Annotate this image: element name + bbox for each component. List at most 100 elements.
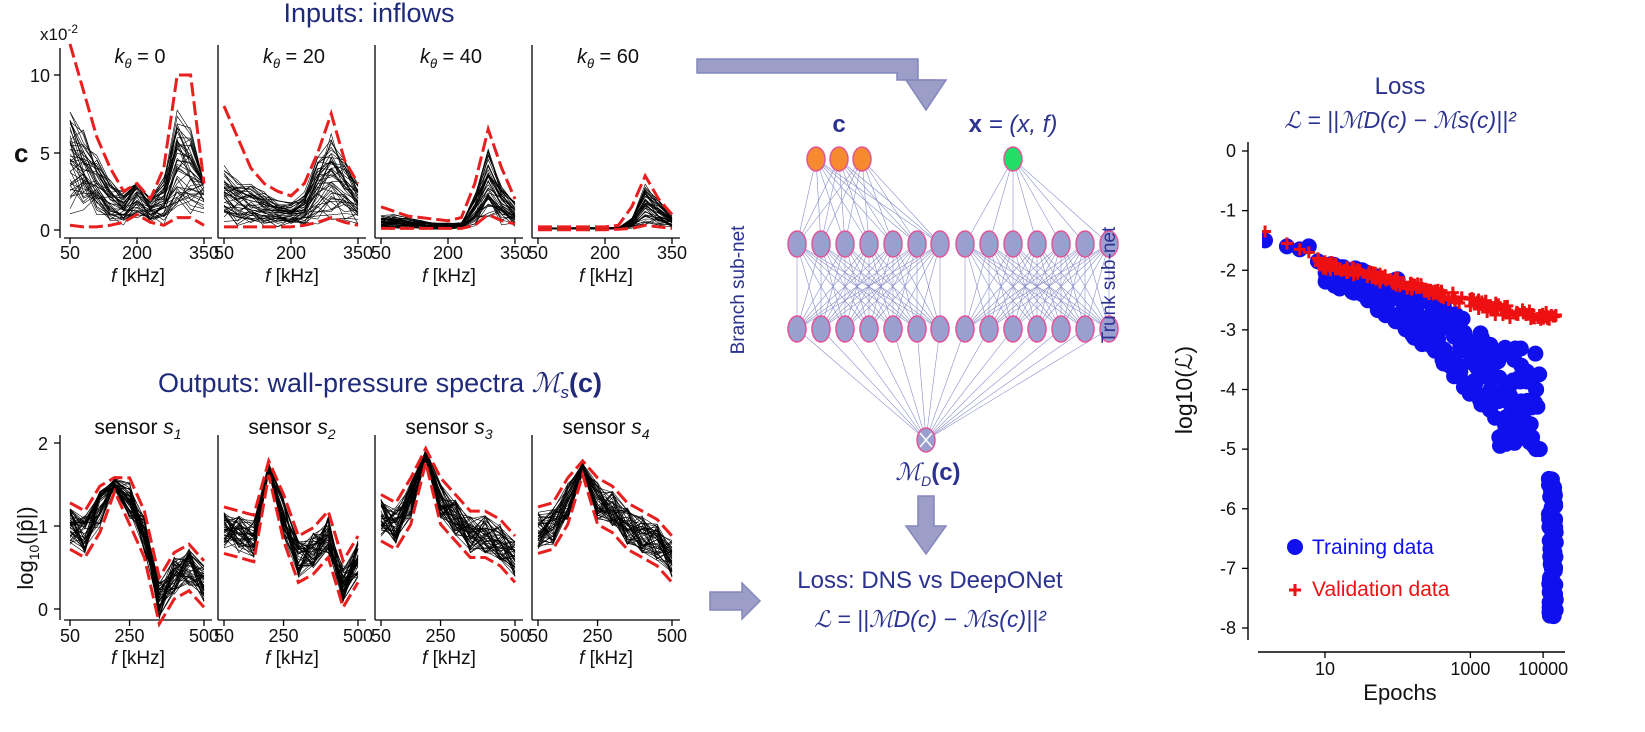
trunk-hidden-node bbox=[1075, 230, 1095, 258]
validation-point bbox=[1413, 282, 1426, 295]
inputs-ytick: 5 bbox=[40, 144, 50, 164]
outputs-envelope-lower bbox=[69, 487, 206, 628]
arrow-inputs-to-network bbox=[696, 58, 938, 104]
inputs-xlabel: f [kHz] bbox=[265, 266, 319, 287]
inputs-ytick: 0 bbox=[40, 221, 50, 241]
loss-ytick: -5 bbox=[1220, 439, 1236, 459]
inputs-envelope-lower bbox=[69, 212, 205, 229]
training-point bbox=[1415, 310, 1432, 326]
loss-scatter-chart: 0 -1 -2 -3 -4 -5 -6 -7 -8 10 1000 10000 Epochs log10(… bbox=[1171, 141, 1568, 705]
outputs-xlabel: f [kHz] bbox=[111, 648, 165, 669]
branch-hidden-node bbox=[907, 315, 927, 343]
trunk-hidden-node bbox=[979, 315, 999, 343]
inputs-xtick: 350 bbox=[189, 243, 219, 263]
inputs-xtick: 50 bbox=[214, 243, 234, 263]
inputs-xtick: 50 bbox=[60, 243, 80, 263]
training-point bbox=[1490, 393, 1507, 410]
branch-input-label: c bbox=[832, 111, 845, 138]
loss-ytick: -2 bbox=[1220, 260, 1236, 280]
validation-point bbox=[1511, 308, 1524, 321]
validation-point bbox=[1340, 261, 1353, 274]
loss-xtick: 10000 bbox=[1518, 659, 1568, 679]
validation-point bbox=[1442, 294, 1455, 307]
trunk-input-label: x = (x, f) bbox=[969, 111, 1058, 138]
trunk-hidden-node bbox=[979, 230, 999, 258]
inputs-panel-title: kθ = 60 bbox=[577, 46, 639, 71]
training-point bbox=[1466, 373, 1482, 390]
loss-xlabel: Epochs bbox=[1363, 680, 1436, 705]
inputs-title: Inputs: inflows bbox=[283, 0, 454, 28]
inputs-panel-title: kθ = 20 bbox=[263, 46, 325, 71]
training-point bbox=[1393, 290, 1410, 307]
training-point bbox=[1489, 345, 1506, 362]
validation-point bbox=[1311, 252, 1324, 265]
inputs-envelope-upper bbox=[380, 124, 517, 223]
outputs-panel-title: sensor s4 bbox=[562, 416, 649, 442]
training-point bbox=[1426, 330, 1443, 347]
loss-ytick: -6 bbox=[1220, 499, 1236, 519]
training-point bbox=[1527, 345, 1544, 362]
outputs-xtick: 50 bbox=[371, 626, 391, 646]
legend-training-marker bbox=[1287, 539, 1303, 555]
outputs-envelope-upper bbox=[223, 456, 360, 565]
training-point bbox=[1499, 433, 1516, 449]
outputs-title: Outputs: wall-pressure spectra ℳs(c) bbox=[158, 368, 602, 402]
training-point bbox=[1379, 296, 1395, 313]
trunk-hidden-node bbox=[1051, 230, 1071, 258]
validation-point bbox=[1481, 305, 1494, 318]
inputs-envelope-lower bbox=[224, 216, 359, 229]
trunk-hidden-node bbox=[1027, 315, 1047, 343]
loss-points bbox=[1262, 225, 1564, 625]
training-point bbox=[1529, 398, 1546, 415]
loss-box-formula: ℒ = ||ℳD(c) − ℳs(c)||² bbox=[814, 606, 1047, 632]
inputs-envelope-upper bbox=[222, 105, 360, 198]
branch-hidden-node bbox=[787, 315, 807, 343]
training-point bbox=[1474, 330, 1490, 347]
inputs-xtick: 50 bbox=[371, 243, 391, 263]
deeponet-diagram bbox=[787, 146, 1119, 453]
branch-hidden-node bbox=[883, 230, 903, 258]
inputs-panel: 50 200 350 f [kHz] kθ = 40 bbox=[371, 45, 530, 287]
outputs-xtick: 500 bbox=[189, 626, 219, 646]
branch-hidden-node bbox=[930, 315, 950, 343]
loss-ytick: -3 bbox=[1220, 320, 1236, 340]
validation-point bbox=[1262, 225, 1272, 238]
outputs-xtick: 250 bbox=[269, 626, 299, 646]
outputs-y-axis: 2 1 0 bbox=[38, 434, 61, 620]
outputs-envelope-upper bbox=[69, 475, 206, 582]
training-point bbox=[1547, 524, 1564, 541]
validation-point bbox=[1525, 311, 1538, 324]
loss-box-title: Loss: DNS vs DeepONet bbox=[797, 567, 1063, 594]
validation-point bbox=[1293, 243, 1306, 256]
outputs-xlabel: f [kHz] bbox=[422, 648, 476, 669]
inputs-y-axis: 10 5 0 bbox=[30, 48, 61, 241]
validation-point bbox=[1426, 285, 1439, 298]
inputs-xtick: 200 bbox=[433, 243, 463, 263]
validation-point bbox=[1353, 264, 1366, 277]
inputs-xtick: 350 bbox=[657, 243, 687, 263]
trunk-hidden-node bbox=[955, 315, 975, 343]
outputs-panel: 50 250 500 f [kHz] sensor s2 bbox=[214, 416, 373, 669]
outputs-xtick: 250 bbox=[426, 626, 456, 646]
inputs-envelope-lower bbox=[538, 223, 673, 232]
training-point bbox=[1512, 340, 1529, 357]
validation-point bbox=[1302, 246, 1315, 259]
trunk-hidden-node bbox=[1099, 230, 1119, 258]
training-point bbox=[1547, 586, 1564, 603]
validation-point bbox=[1453, 297, 1466, 310]
inputs-panel-title: kθ = 40 bbox=[420, 46, 482, 71]
outputs-panel: 50 250 500 f [kHz] sensor s3 bbox=[371, 416, 530, 669]
legend-validation-label: Validation data bbox=[1312, 578, 1450, 601]
outputs-ylabel: log10(|p̂|) bbox=[13, 506, 42, 589]
branch-hidden-node bbox=[883, 315, 903, 343]
outputs-envelope-upper bbox=[380, 445, 517, 538]
validation-point bbox=[1384, 273, 1397, 286]
training-point bbox=[1547, 497, 1564, 514]
trunk-hidden-node bbox=[955, 230, 975, 258]
branch-hidden-node bbox=[787, 230, 807, 258]
loss-legend: Training data Validation data bbox=[1287, 536, 1450, 601]
inputs-xlabel: f [kHz] bbox=[111, 266, 165, 287]
validation-point bbox=[1533, 308, 1546, 321]
validation-point bbox=[1435, 291, 1448, 304]
trunk-hidden-node bbox=[1075, 315, 1095, 343]
